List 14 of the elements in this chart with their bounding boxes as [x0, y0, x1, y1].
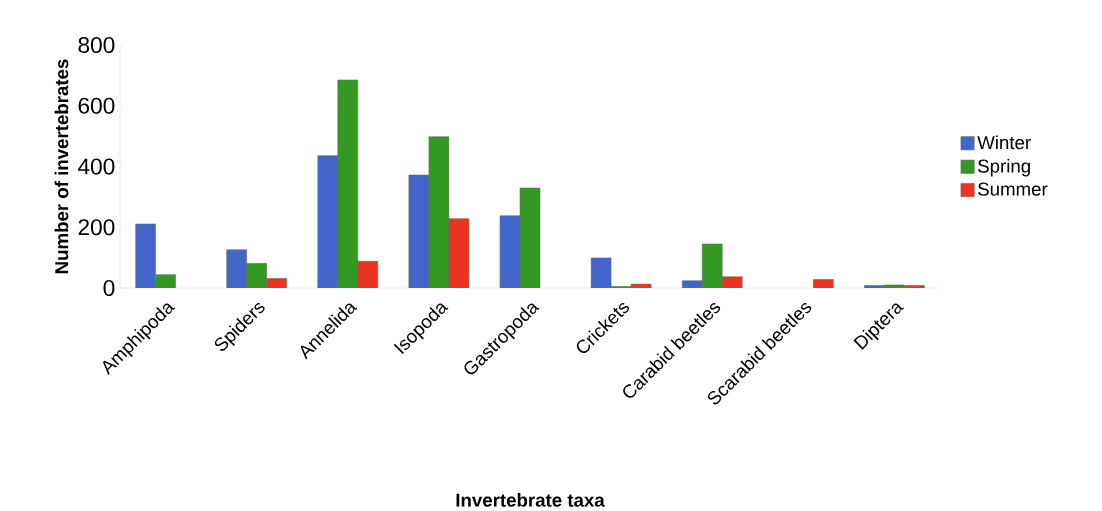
bar — [135, 223, 156, 288]
bar — [317, 155, 339, 288]
y-tick-label: 0 — [103, 279, 115, 297]
legend-label: Summer — [978, 182, 1048, 196]
legend-label: Spring — [978, 158, 1030, 177]
y-tick-label: 200 — [78, 219, 115, 236]
y-tick-label: 600 — [78, 97, 115, 114]
bar — [226, 249, 247, 288]
y-tick-label: 400 — [78, 158, 115, 175]
legend-label: Winter — [977, 135, 1031, 150]
bar — [813, 279, 834, 288]
y-axis-title: Number of invertebrates — [54, 59, 69, 274]
y-tick-label: 800 — [78, 36, 115, 54]
x-axis-title: Invertebrate taxa — [456, 493, 605, 507]
